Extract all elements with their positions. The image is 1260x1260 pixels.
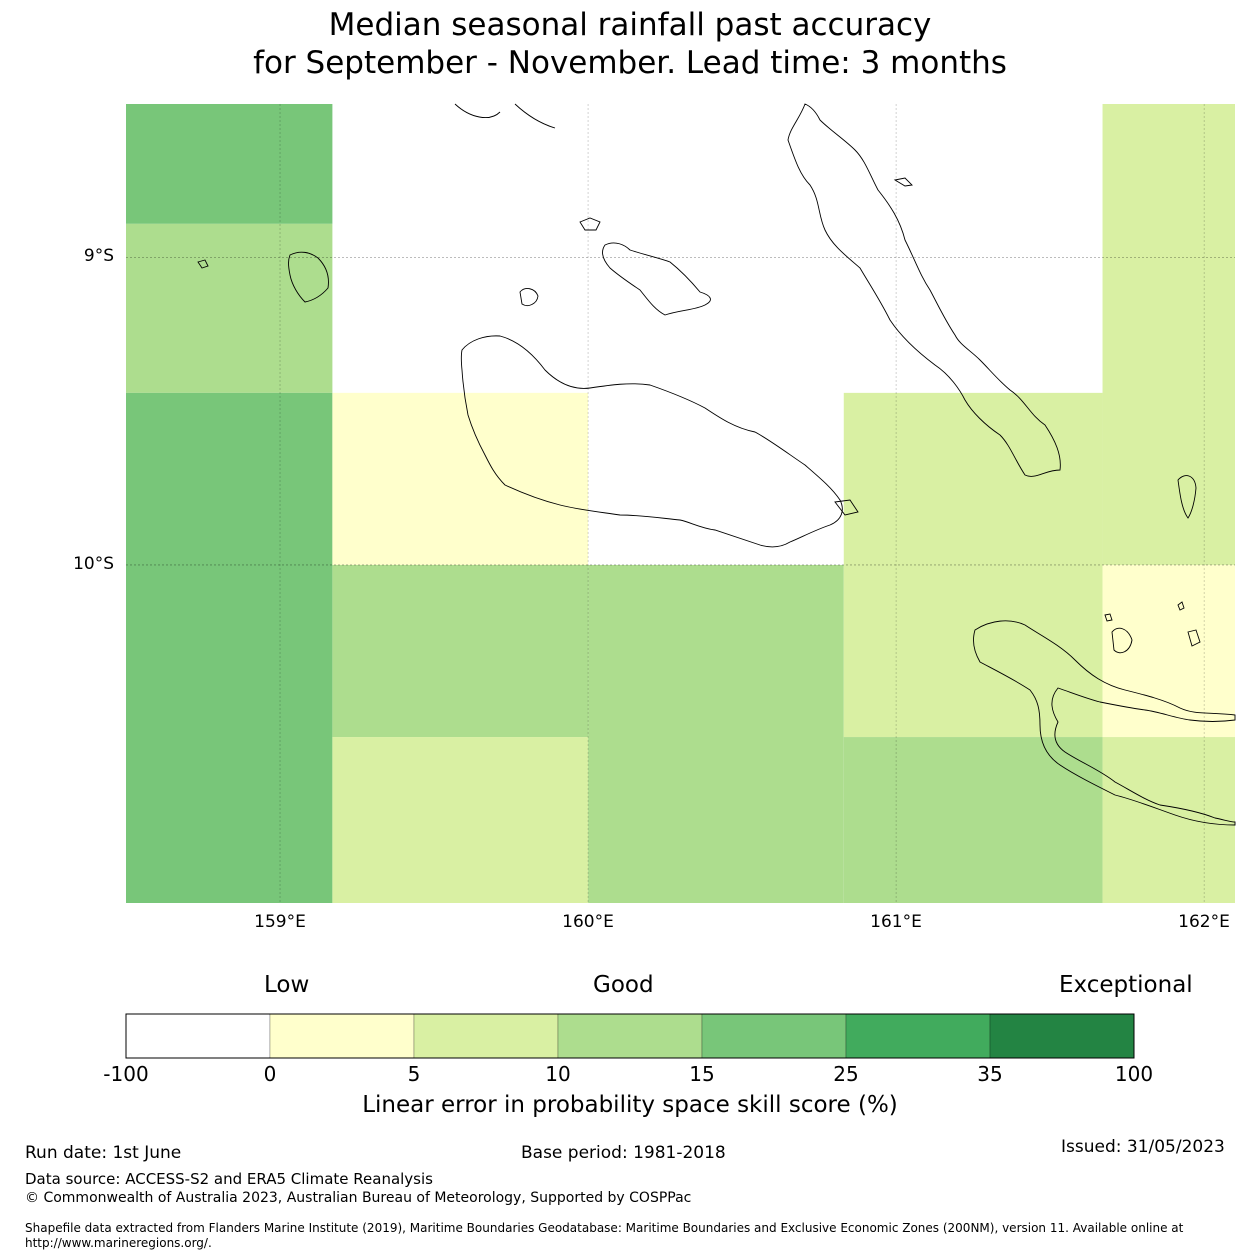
lon-label-161e: 161°E [870, 912, 922, 932]
colorbar-tick: 15 [689, 1062, 715, 1086]
coastline-russell-islands [288, 251, 329, 303]
skill-cell [1102, 564, 1235, 738]
colorbar-bin [845, 1013, 991, 1059]
skill-cell [1102, 104, 1235, 565]
shapefile-credit: Shapefile data extracted from Flanders M… [25, 1221, 1184, 1250]
chart-title-line1: Median seasonal rainfall past accuracy [328, 7, 932, 43]
coastline-guadalcanal [460, 335, 843, 548]
lon-label-162e: 162°E [1178, 912, 1230, 932]
colorbar-tick: 35 [977, 1062, 1003, 1086]
base-period: Base period: 1981-2018 [521, 1143, 726, 1163]
coastline-santa-isabel [787, 103, 1061, 477]
colorbar-category-low: Low [264, 972, 310, 998]
colorbar-bin [989, 1013, 1135, 1059]
colorbar-tick: 10 [545, 1062, 571, 1086]
colorbar-category-exceptional: Exceptional [1059, 972, 1193, 998]
skill-cell [1102, 737, 1235, 903]
colorbar-tick: 0 [263, 1062, 277, 1086]
skill-cell [332, 392, 589, 565]
colorbar-bin [701, 1013, 847, 1059]
issued-date: Issued: 31/05/2023 [1061, 1137, 1225, 1157]
colorbar-bin [269, 1013, 415, 1059]
coastline-islet-3 [197, 259, 209, 269]
colorbar [125, 1013, 1135, 1059]
gridlines [126, 104, 1235, 903]
colorbar-bin [125, 1013, 271, 1059]
skill-cell [332, 737, 589, 903]
lon-label-160e: 160°E [562, 912, 614, 932]
skill-cell [126, 223, 333, 393]
colorbar-bin [557, 1013, 703, 1059]
run-date: Run date: 1st June [25, 1143, 182, 1163]
coastline-islet-8 [1104, 613, 1113, 622]
coastlines [197, 103, 1236, 826]
coastline-islet-2 [579, 217, 601, 231]
skill-cell [843, 392, 1103, 738]
colorbar-tick: 5 [407, 1062, 421, 1086]
colorbar-tick: 25 [833, 1062, 859, 1086]
colorbar-tick: 100 [1114, 1062, 1154, 1086]
data-source: Data source: ACCESS-S2 and ERA5 Climate … [25, 1170, 433, 1188]
skill-cell [588, 564, 844, 903]
colorbar-category-good: Good [593, 972, 654, 998]
colorbar-tick: -100 [103, 1062, 149, 1086]
coastline-islet-9 [1177, 601, 1185, 611]
lat-label-10s: 10°S [73, 554, 114, 574]
coastline-islet-10 [1187, 629, 1201, 647]
lon-label-159e: 159°E [254, 912, 306, 932]
colorbar-bin [413, 1013, 559, 1059]
skill-cell [126, 104, 333, 224]
coastline-makira [972, 620, 1236, 826]
skill-cell [843, 737, 1103, 903]
coastline-islet-5 [834, 499, 859, 516]
coastline-islet-7 [1111, 627, 1133, 654]
coastline-islet-1 [893, 177, 913, 187]
coastline-isabel [454, 103, 556, 129]
coastline-islet-4 [519, 288, 539, 307]
colorbar-label: Linear error in probability space skill … [362, 1092, 898, 1118]
coastline-islet-6 [1177, 475, 1197, 519]
skill-cells [126, 104, 1235, 903]
coastline-florida-islands [602, 242, 711, 316]
copyright: © Commonwealth of Australia 2023, Austra… [25, 1190, 692, 1206]
skill-cell [126, 392, 333, 903]
chart-title-line2: for September - November. Lead time: 3 m… [253, 45, 1007, 81]
lat-label-9s: 9°S [83, 246, 114, 266]
skill-cell [332, 564, 589, 738]
